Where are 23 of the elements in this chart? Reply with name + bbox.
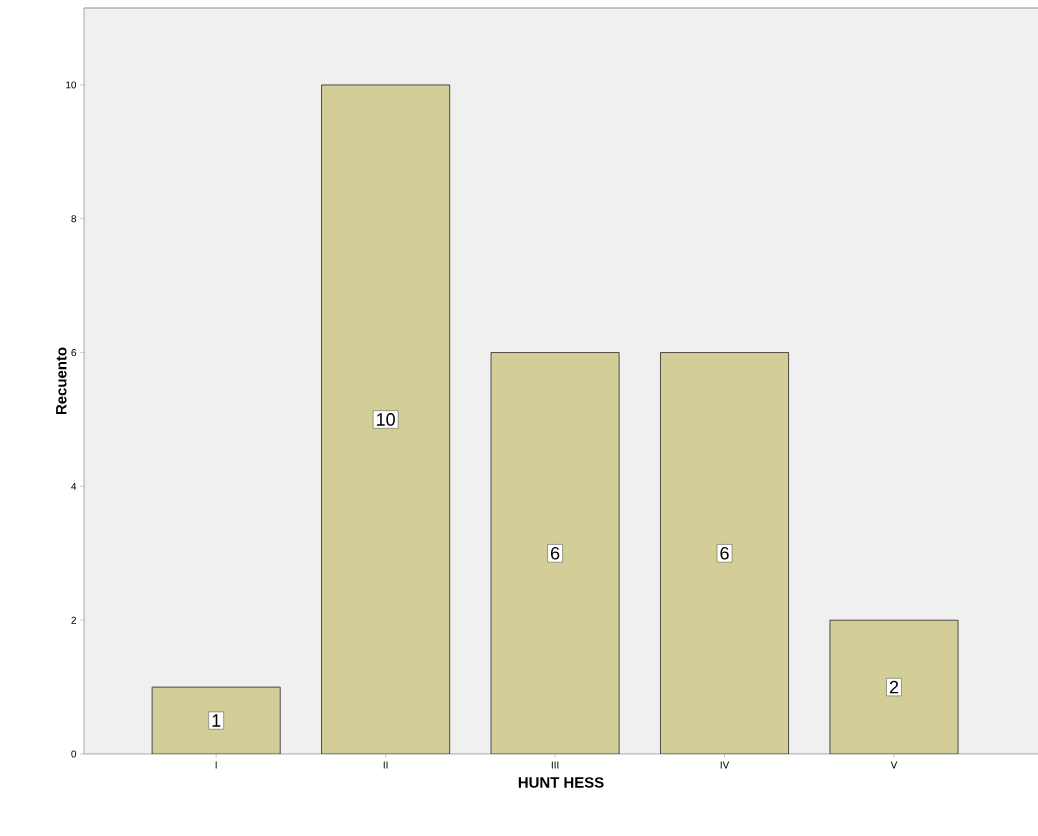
bar [321,84,451,754]
bar [151,686,281,754]
y-tick-label: 2 [71,616,76,624]
y-tick-label: 0 [71,750,77,758]
x-tick-label: I [215,761,217,769]
bar [660,352,789,754]
x-axis-title: HUNT HESS [518,777,604,788]
data-label: 1 [212,714,221,727]
bar [490,352,620,754]
y-tick-label: 4 [71,482,77,490]
data-label: 2 [889,680,899,694]
bar [829,619,959,754]
y-tick-label: 10 [66,81,77,89]
y-axis-title: Recuento [56,347,67,415]
data-label: 6 [551,546,560,560]
y-tick-label: 6 [71,349,77,357]
data-label: 10 [377,413,395,426]
y-tick-label: 8 [71,215,77,223]
x-tick-label: III [551,761,559,769]
x-tick-label: IV [720,761,730,769]
x-tick-label: II [383,761,388,769]
x-tick-label: V [890,761,898,769]
data-label: 6 [720,546,729,560]
